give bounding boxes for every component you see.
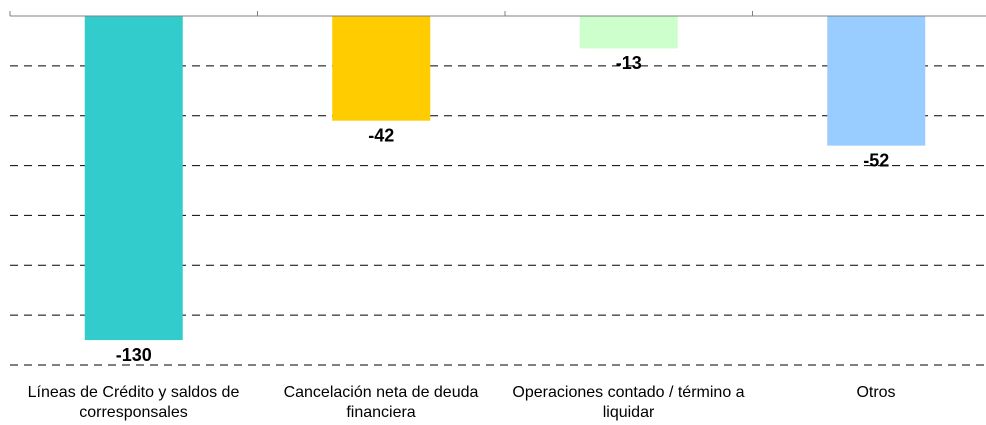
data-label: -42 bbox=[368, 125, 394, 145]
bar bbox=[332, 16, 431, 121]
x-tick-label: Otros bbox=[856, 384, 896, 401]
x-tick-label: Operaciones contado / término a liquidar bbox=[512, 384, 745, 421]
bar bbox=[579, 16, 678, 49]
bar bbox=[84, 16, 183, 341]
x-tick-label: Cancelación neta de deuda financiera bbox=[283, 384, 479, 421]
data-label: -13 bbox=[616, 53, 642, 73]
data-label: -52 bbox=[863, 150, 889, 170]
bar bbox=[827, 16, 926, 146]
data-label: -130 bbox=[116, 345, 152, 365]
x-tick-label: Líneas de Crédito y saldos de correspons… bbox=[27, 384, 240, 421]
